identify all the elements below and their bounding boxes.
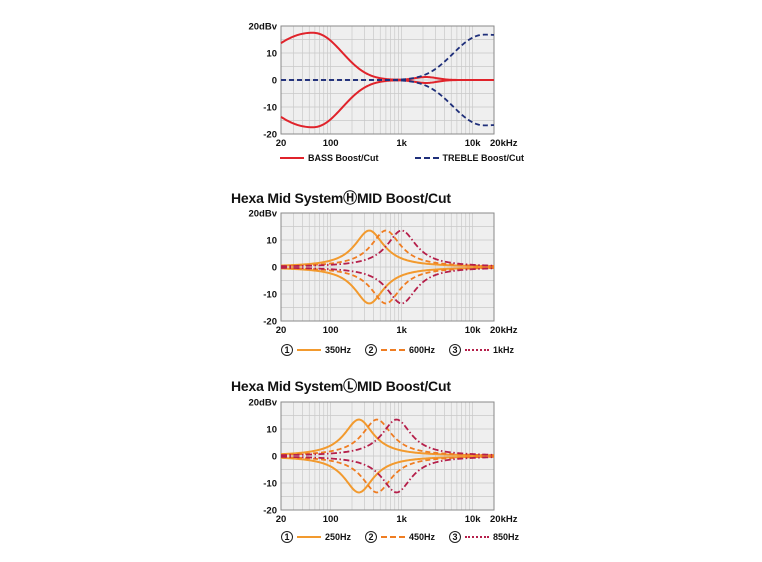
legend-number-3: 3 [449,531,462,543]
legend-label-mid-l-3: 850Hz [493,532,520,542]
legend-item-bass: BASS Boost/Cut [280,153,379,163]
legend-swatch-mid-h-1 [297,349,321,351]
legend-swatch-mid-h-2 [381,349,406,351]
legend-label-bass: BASS Boost/Cut [308,153,379,163]
x-tick-label: 20 [276,325,287,336]
series-line-2-cut [280,267,495,305]
legend-item-mid-h-1: 1 350Hz [281,344,351,356]
series-line-3-cut [280,455,495,494]
series-line-3-boost [280,418,495,457]
x-tick-label: 100 [323,138,339,149]
legend-label-mid-l-1: 250Hz [325,532,352,542]
plot-border [280,401,495,511]
legend-number-1: 1 [281,531,293,543]
series-line-3-cut [280,266,495,305]
x-tick-label: 1k [396,325,407,336]
x-tick-label: 100 [323,514,339,525]
y-tick-label: 0 [272,263,277,274]
legend-label-mid-h-1: 350Hz [325,345,352,355]
legend-item-mid-l-3: 3 850Hz [449,531,519,543]
series-line-2-boost [280,418,495,457]
x-tick-label: 100 [323,325,339,336]
x-tick-label: 20kHz [490,138,518,149]
series-line-2-cut [281,79,495,127]
mid-h-legend: 1 350Hz 2 600Hz 3 1kHz [281,344,522,356]
y-tick-label: 10 [266,425,277,436]
legend-swatch-mid-l-2 [381,536,406,538]
series-line-2-boost [280,229,495,267]
y-tick-label: 20dBv [248,398,277,409]
x-tick-label: 10k [465,138,482,149]
mid-l-legend: 1 250Hz 2 450Hz 3 850Hz [281,531,527,543]
legend-label-mid-h-2: 600Hz [409,345,436,355]
x-tick-label: 10k [465,325,482,336]
mid-l-chart: Hexa Mid SystemⓁMID Boost/Cut 20dBv 10 0 -1… [0,373,762,562]
x-tick-label: 20 [276,514,287,525]
plot-border [280,212,495,322]
y-tick-label: -20 [263,130,277,141]
x-tick-label: 20 [276,138,287,149]
legend-swatch-treble [414,157,439,159]
legend-label-treble: TREBLE Boost/Cut [442,153,525,163]
series-line-2-cut [280,455,495,494]
y-tick-label: -20 [263,506,277,517]
bass-treble-chart: 20dBv 10 0 -10 -20 20 100 1k 10k 20kHz BASS Boost… [0,0,762,175]
y-tick-label: -10 [263,103,277,114]
x-tick-label: 10k [465,514,482,525]
legend-swatch-bass [280,157,304,159]
legend-number-1: 1 [281,344,293,356]
y-tick-label: -10 [263,290,277,301]
series-line-3-boost [280,229,495,268]
mid-h-chart: Hexa Mid SystemⒽMID Boost/Cut 20dBv 10 0 -1… [0,185,762,365]
legend-item-mid-l-2: 2 450Hz [365,531,435,543]
x-tick-label: 20kHz [490,514,518,525]
y-tick-label: -20 [263,317,277,328]
legend-number-3: 3 [449,344,462,356]
y-tick-label: -10 [263,479,277,490]
legend-swatch-mid-l-1 [297,536,321,538]
y-tick-label: 20dBv [248,22,277,33]
y-tick-label: 0 [272,76,277,87]
x-tick-label: 1k [396,138,407,149]
y-tick-label: 20dBv [248,209,277,220]
bass-treble-legend: BASS Boost/Cut TREBLE Boost/Cut [280,153,532,163]
x-tick-label: 20kHz [490,325,518,336]
legend-item-mid-l-1: 1 250Hz [281,531,351,543]
legend-item-mid-h-2: 2 600Hz [365,344,435,356]
y-tick-label: 0 [272,452,277,463]
legend-item-treble: TREBLE Boost/Cut [414,153,525,163]
chart-title-mid-l: Hexa Mid SystemⓁMID Boost/Cut [231,378,451,394]
legend-number-2: 2 [365,344,378,356]
y-tick-label: 10 [266,49,277,60]
legend-number-2: 2 [365,531,378,543]
x-tick-label: 1k [396,514,407,525]
legend-item-mid-h-3: 3 1kHz [449,344,514,356]
legend-swatch-mid-h-3 [465,349,490,351]
y-tick-label: 10 [266,236,277,247]
legend-label-mid-h-3: 1kHz [493,345,515,355]
chart-title-mid-h: Hexa Mid SystemⒽMID Boost/Cut [231,190,451,206]
legend-label-mid-l-2: 450Hz [409,532,436,542]
legend-swatch-mid-l-3 [465,536,490,538]
